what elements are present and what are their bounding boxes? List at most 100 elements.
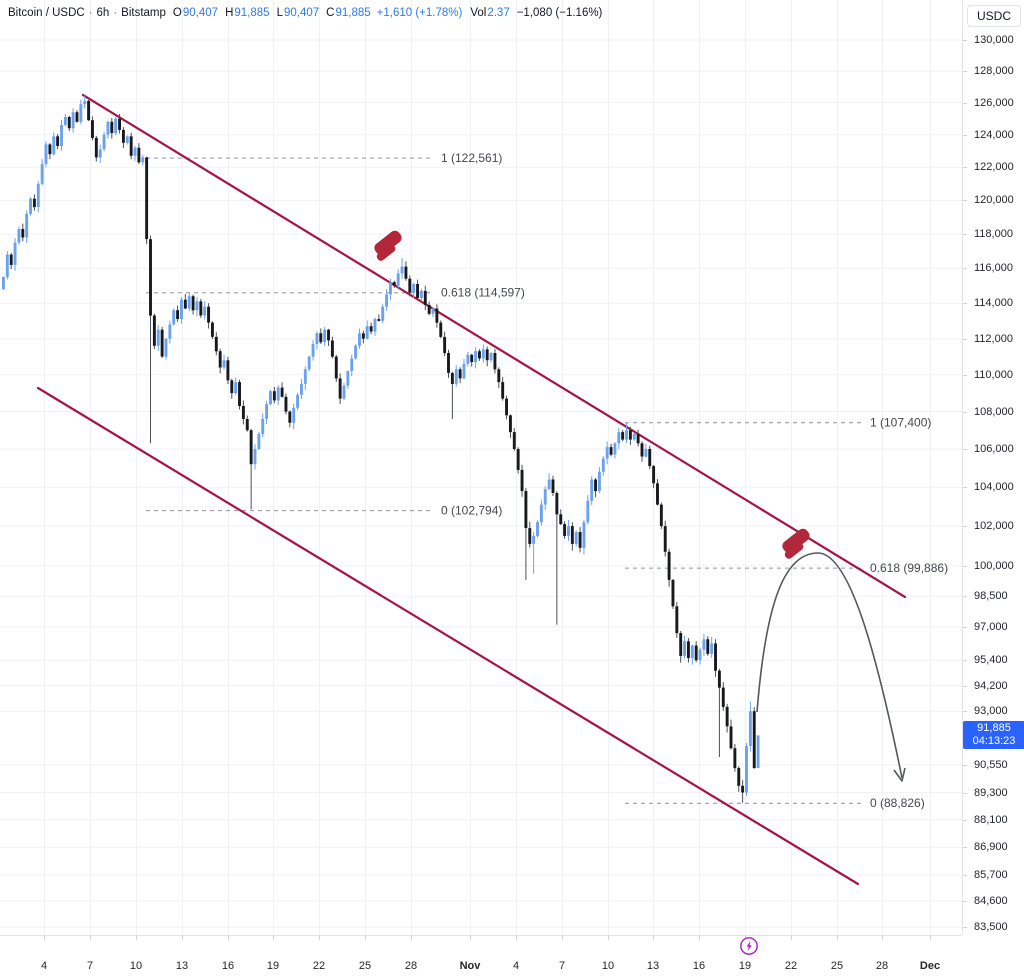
price-axis-tick <box>963 40 967 41</box>
time-axis-label: 7 <box>558 960 566 972</box>
price-axis-label: 90,550 <box>974 758 1008 771</box>
channel-trendline[interactable] <box>81 93 907 599</box>
symbol-title: Bitcoin / USDC <box>8 7 85 19</box>
time-axis-tick <box>411 936 412 940</box>
time-axis-tick <box>930 936 931 940</box>
time-axis-label: 25 <box>358 960 372 972</box>
price-axis-tick <box>963 526 967 528</box>
price-axis-label: 98,500 <box>974 590 1008 603</box>
fib-level[interactable]: 1 (122,561) <box>146 151 502 165</box>
price-axis-tick <box>963 764 967 766</box>
interval-label: 6h <box>96 7 110 19</box>
projection-arc-arrow[interactable] <box>756 552 906 782</box>
price-axis-tick <box>963 411 967 413</box>
current-price-value: 91,885 <box>977 722 1011 735</box>
time-axis-tick <box>365 936 366 940</box>
price-axis-tick <box>963 847 967 849</box>
price-axis-label: 89,300 <box>974 786 1008 799</box>
time-axis-tick <box>182 936 183 940</box>
time-axis-label: 28 <box>875 960 889 972</box>
price-axis-tick <box>963 374 967 376</box>
time-axis-label: 7 <box>86 960 94 972</box>
price-axis-tick <box>963 927 967 929</box>
current-price-badge: 91,885 04:13:23 <box>963 721 1024 750</box>
price-axis-tick <box>963 685 967 687</box>
price-axis-tick <box>963 303 967 305</box>
price-axis-tick <box>963 71 967 73</box>
price-axis-tick <box>963 596 967 598</box>
time-axis-label: 13 <box>646 960 660 972</box>
time-axis-label: 16 <box>221 960 235 972</box>
time-axis-label: 28 <box>404 960 418 972</box>
price-axis-label: 106,000 <box>974 443 1014 455</box>
chart-canvas[interactable]: 1 (122,561) 0.618 (114,597) 0 (102,794) 1 (… <box>0 0 962 935</box>
price-axis-label: 114,000 <box>974 297 1013 310</box>
time-axis-tick <box>273 936 274 940</box>
price-axis-tick <box>963 660 967 662</box>
price-axis-label: 95,400 <box>974 654 1008 667</box>
price-axis-tick <box>963 565 967 567</box>
price-axis-label: 100,000 <box>974 559 1014 572</box>
low-key: L <box>276 7 283 19</box>
time-axis-tick <box>136 936 137 940</box>
time-axis-tick <box>319 936 320 940</box>
open-value: 90,407 <box>182 7 219 19</box>
price-axis-tick <box>963 167 967 169</box>
exchange-label: Bitstamp <box>121 7 166 19</box>
legend-separator: · <box>113 7 118 19</box>
price-axis-label: 93,000 <box>974 705 1008 718</box>
time-axis-tick <box>562 936 563 940</box>
price-axis-tick <box>963 792 967 794</box>
low-value: 90,407 <box>283 7 320 19</box>
time-axis-label: Nov <box>459 960 481 972</box>
price-axis-tick <box>963 134 967 136</box>
gavel-sticker[interactable] <box>372 229 404 263</box>
price-axis-tick <box>963 338 967 340</box>
close-value: 91,885 <box>335 7 371 19</box>
time-axis-label: 13 <box>175 960 189 972</box>
price-axis-label: 94,200 <box>974 679 1008 692</box>
fib-level[interactable]: 1 (107,400) <box>625 416 931 430</box>
fib-level[interactable]: 0 (102,794) <box>146 504 502 518</box>
high-key: H <box>225 7 234 19</box>
fib-level[interactable]: 0.618 (99,886) <box>625 561 948 575</box>
price-axis-tick <box>963 711 967 713</box>
price-axis-tick <box>963 102 967 104</box>
close-key: C <box>326 7 335 19</box>
fib-level[interactable]: 0 (88,826) <box>625 796 925 810</box>
gavel-sticker[interactable] <box>780 527 812 561</box>
price-axis-tick <box>963 487 967 489</box>
time-axis-tick <box>470 936 471 940</box>
fib-label: 0.618 (99,886) <box>870 561 948 575</box>
price-axis-label: 104,000 <box>974 481 1014 494</box>
time-axis-label: 4 <box>512 960 520 972</box>
price-axis-label: 120,000 <box>974 194 1014 207</box>
price-axis-label: 84,600 <box>974 894 1008 907</box>
time-axis-tick <box>791 936 792 940</box>
time-axis-label: 16 <box>692 960 706 972</box>
fib-label: 1 (122,561) <box>441 151 502 165</box>
price-axis-tick <box>963 819 967 821</box>
price-axis-label: 112,000 <box>974 332 1013 345</box>
fib-label: 0 (102,794) <box>441 504 502 518</box>
time-axis-tick <box>516 936 517 940</box>
price-axis-label: 102,000 <box>974 520 1014 533</box>
open-key: O <box>172 7 182 19</box>
time-axis[interactable]: 4 7 10 13 16 19 22 25 28 Nov 4 7 10 13 16 19 22 25 28 Dec <box>0 935 962 977</box>
price-axis[interactable]: 91,885 04:13:23 130,000 128,000 126,000 124… <box>962 0 1024 935</box>
time-axis-label: 19 <box>738 960 752 972</box>
channel-trendline[interactable] <box>36 386 860 886</box>
price-axis-label: 110,000 <box>974 368 1013 381</box>
time-axis-tick <box>653 936 654 940</box>
fib-level[interactable]: 0.618 (114,597) <box>146 286 525 300</box>
high-value: 91,885 <box>234 7 270 19</box>
time-axis-label: 10 <box>129 960 143 972</box>
price-axis-tick <box>963 234 967 236</box>
currency-toggle-button[interactable]: USDC <box>967 5 1021 27</box>
time-axis-label: 10 <box>601 960 615 972</box>
lightning-marker[interactable] <box>738 935 760 957</box>
time-axis-tick <box>837 936 838 940</box>
symbol-legend[interactable]: Bitcoin / USDC · 6h · Bitstamp O90,407 H91,885… <box>8 7 602 19</box>
time-axis-tick <box>228 936 229 940</box>
time-axis-label: 22 <box>312 960 326 972</box>
